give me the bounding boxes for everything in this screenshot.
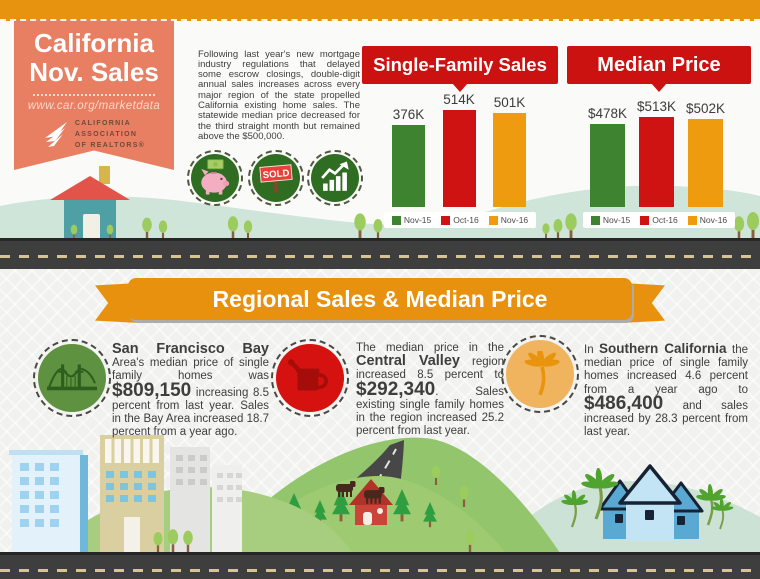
bar-group: 376K 514K 501K (362, 84, 558, 207)
legend-swatch (391, 215, 401, 225)
region-text-southern-california: In Southern California the median price … (584, 341, 748, 439)
legend-label: Oct-16 (453, 215, 479, 225)
small-house-icon (50, 166, 130, 240)
bottom-landscape-scene (9, 435, 760, 553)
top-hills-scene (0, 166, 760, 240)
top-road (0, 238, 760, 269)
bar-value-label: $502K (685, 101, 726, 116)
top-bar-dashed-line (0, 19, 760, 21)
region-text-san-francisco-bay: San Francisco Bay Area's median price of… (112, 341, 269, 439)
bar-value-label: 376K (392, 107, 425, 122)
bar-value-label: 501K (493, 95, 526, 110)
ribbon-banner: Regional Sales & Median Price (128, 278, 632, 320)
golden-gate-bridge-icon (33, 339, 111, 417)
car-logo: CALIFORNIA ASSOCIATION OF REALTORS® (14, 119, 174, 152)
bar-nov15 (392, 125, 425, 207)
chart-title: Median Price (597, 53, 721, 76)
legend-label: Nov-16 (699, 215, 728, 225)
car-bird-icon (44, 122, 67, 148)
watering-can-icon (271, 339, 349, 417)
legend-label: Oct-16 (652, 215, 678, 225)
header-pennant: California Nov. Sales www.car.org/marketd… (14, 20, 174, 170)
bar-nov16 (688, 119, 723, 207)
car-logo-text: CALIFORNIA ASSOCIATION OF REALTORS® (74, 120, 146, 149)
legend-swatch (640, 215, 650, 225)
sold-label: SOLD (262, 168, 290, 181)
city-buildings (9, 435, 242, 553)
legend-label: Nov-16 (500, 215, 529, 225)
bar-value-label: 514K (443, 92, 475, 107)
single-family-sales-chart: Single-Family Sales 376K 514K 501K Nov-1… (362, 46, 558, 228)
bottom-road (0, 552, 760, 579)
chart-title-banner: Median Price (567, 46, 751, 92)
chart-title: Single-Family Sales (373, 54, 547, 75)
bar-oct16 (442, 110, 476, 207)
median-price-chart: Median Price $478K $513K $502K Nov-15 Oc… (567, 46, 751, 228)
road-centerline (0, 255, 760, 258)
blue-houses (559, 464, 735, 541)
website-link[interactable]: www.car.org/marketdata (27, 100, 161, 113)
legend-swatch (488, 215, 498, 225)
legend-label: Nov-15 (403, 215, 432, 225)
bar-nov16 (493, 113, 526, 207)
legend-label: Nov-15 (602, 215, 631, 225)
pennant-divider (33, 94, 155, 97)
bar-value-label: $478K (587, 106, 628, 121)
top-bar (0, 0, 760, 21)
bar-oct16 (639, 117, 674, 207)
bar-nov15 (590, 124, 625, 207)
road-centerline (0, 568, 760, 572)
intro-paragraph: Following last year's new mortgage indus… (198, 48, 360, 142)
page-title: California Nov. Sales (29, 28, 159, 88)
region-text-central-valley: The median price in the Central Valley r… (356, 342, 504, 438)
growth-chart-icon (307, 150, 363, 206)
sold-sign-icon: SOLD (248, 150, 304, 206)
ribbon-title: Regional Sales & Median Price (212, 285, 548, 312)
legend-swatch (687, 215, 697, 225)
bar-value-label: $513K (636, 99, 677, 114)
chart-title-banner: Single-Family Sales (362, 46, 558, 92)
piggy-bank-icon (187, 150, 243, 206)
chart-legend: Nov-15 Oct-16 Nov-16 (362, 212, 558, 228)
bar-group: $478K $513K $502K (567, 84, 751, 207)
legend-swatch (441, 215, 451, 225)
palm-tree-icon (501, 335, 579, 413)
legend-swatch (590, 215, 600, 225)
chart-legend: Nov-15 Oct-16 Nov-16 (567, 212, 751, 228)
